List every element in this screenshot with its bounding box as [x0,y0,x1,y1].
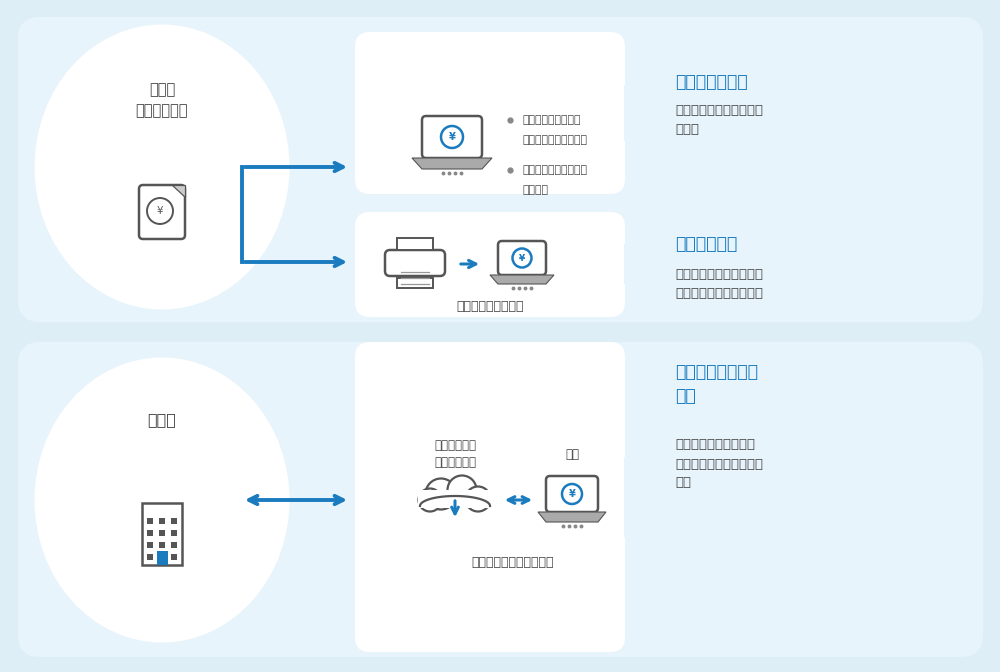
FancyBboxPatch shape [18,342,983,657]
FancyBboxPatch shape [159,530,165,536]
Circle shape [418,489,442,511]
Text: スキャナ保存: スキャナ保存 [675,235,737,253]
FancyBboxPatch shape [655,342,977,652]
Text: ¥: ¥ [157,206,163,216]
FancyBboxPatch shape [498,241,546,275]
FancyBboxPatch shape [142,503,182,565]
FancyBboxPatch shape [157,551,168,565]
FancyBboxPatch shape [397,238,433,250]
FancyBboxPatch shape [147,542,153,548]
Polygon shape [624,244,658,284]
Polygon shape [172,185,185,197]
Text: 電子的に作成した帳簿: 電子的に作成した帳簿 [522,135,587,145]
FancyBboxPatch shape [397,278,433,288]
FancyBboxPatch shape [546,476,598,512]
Polygon shape [538,512,606,522]
FancyBboxPatch shape [355,32,625,194]
Text: 自社: 自社 [565,448,579,460]
Ellipse shape [35,24,290,310]
Polygon shape [624,85,658,141]
Text: （電子メール等で）受領: （電子メール等で）受領 [472,556,554,569]
Text: 電子的に授受した取引
情報を電子データのまま
保存: 電子的に授受した取引 情報を電子データのまま 保存 [675,439,763,489]
FancyBboxPatch shape [171,530,177,536]
Text: ネット上から
ダウンロード: ネット上から ダウンロード [434,439,476,469]
Polygon shape [624,457,658,537]
Text: 取引先: 取引先 [148,413,176,427]
FancyBboxPatch shape [159,542,165,548]
Text: 帳簿書類の保存: 帳簿書類の保存 [675,73,748,91]
FancyBboxPatch shape [147,530,153,536]
FancyBboxPatch shape [147,554,153,560]
Text: （会計ソフト等で）: （会計ソフト等で） [522,115,580,125]
FancyBboxPatch shape [171,542,177,548]
FancyBboxPatch shape [655,212,977,317]
FancyBboxPatch shape [171,518,177,524]
FancyBboxPatch shape [147,518,153,524]
FancyBboxPatch shape [18,17,983,322]
Ellipse shape [35,358,290,642]
FancyBboxPatch shape [159,518,165,524]
Circle shape [466,487,490,511]
Text: ¥: ¥ [569,489,575,499]
Circle shape [426,478,456,509]
FancyBboxPatch shape [355,342,625,652]
FancyBboxPatch shape [418,490,492,508]
Text: 関係書類: 関係書類 [522,185,548,195]
Circle shape [448,476,477,505]
Text: 電子的に作成した国税: 電子的に作成した国税 [522,165,587,175]
Text: 帳簿・書類を電子データ
で保存: 帳簿・書類を電子データ で保存 [675,104,763,136]
FancyBboxPatch shape [385,250,445,276]
Text: 電子取引データの
保存: 電子取引データの 保存 [675,362,758,405]
Text: ¥: ¥ [449,132,455,142]
FancyBboxPatch shape [422,116,482,158]
FancyBboxPatch shape [171,554,177,560]
Polygon shape [490,275,554,284]
Text: スキャン・読み取り: スキャン・読み取り [456,300,524,314]
FancyBboxPatch shape [355,212,625,317]
Polygon shape [412,158,492,169]
FancyBboxPatch shape [139,185,185,239]
Text: ¥: ¥ [519,253,525,263]
Text: 請求書
領収書の受領: 請求書 領収書の受領 [136,82,188,118]
Text: 紙で受領・作成した書類
を画像データ化して保存: 紙で受領・作成した書類 を画像データ化して保存 [675,268,763,300]
FancyBboxPatch shape [655,32,977,194]
